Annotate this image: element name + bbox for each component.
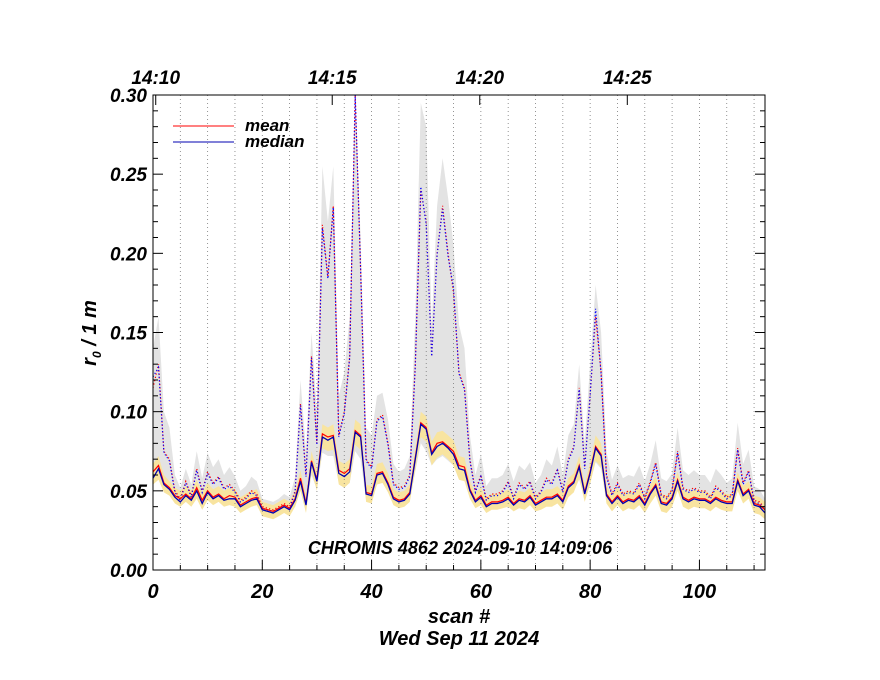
top-time-label: 14:15 bbox=[308, 68, 357, 89]
solid-series-layer bbox=[152, 421, 766, 514]
x-tick-label: 100 bbox=[683, 581, 716, 603]
y-tick-label: 0.15 bbox=[110, 324, 147, 345]
x-tick-labels: 0 20 40 60 80 100 bbox=[147, 581, 716, 603]
dotted-mean-line bbox=[152, 94, 766, 511]
y-tick-labels: 0.00 0.05 0.10 0.15 0.20 0.25 0.30 bbox=[110, 86, 147, 582]
grey-range-band-layer bbox=[153, 95, 765, 517]
x-tick-label: 80 bbox=[579, 581, 601, 603]
x-axis-date-label: Wed Sep 11 2024 bbox=[379, 628, 539, 650]
grey-range-band bbox=[153, 95, 765, 517]
y-axis-label-main: r bbox=[79, 357, 101, 366]
y-tick-label: 0.05 bbox=[110, 482, 147, 503]
mean-line bbox=[152, 421, 766, 513]
y-tick-label: 0.00 bbox=[110, 561, 147, 582]
x-tick-label: 0 bbox=[147, 581, 158, 603]
y-tick-label: 0.30 bbox=[110, 86, 147, 107]
legend: mean median bbox=[173, 116, 305, 151]
chart-annotation: CHROMIS 4862 2024-09-10 14:09:06 bbox=[308, 538, 613, 558]
y-axis-label: r0 / 1 m bbox=[79, 300, 104, 366]
y-tick-label: 0.25 bbox=[110, 165, 147, 186]
x-tick-label: 40 bbox=[359, 581, 382, 603]
x-axis-label: scan # bbox=[428, 606, 491, 628]
median-line bbox=[152, 423, 766, 514]
legend-mean-label: mean bbox=[245, 116, 289, 135]
y-tick-label: 0.10 bbox=[110, 403, 147, 424]
y-tick-label: 0.20 bbox=[110, 244, 147, 265]
x-tick-label: 60 bbox=[470, 581, 492, 603]
y-axis-label-rest: / 1 m bbox=[79, 300, 101, 351]
x-tick-label: 20 bbox=[250, 581, 273, 603]
dotted-series-layer bbox=[152, 94, 766, 513]
axis-ticks bbox=[152, 94, 765, 571]
y-axis-label-subscript: 0 bbox=[90, 351, 104, 358]
legend-median-label: median bbox=[245, 132, 305, 151]
top-time-label: 14:10 bbox=[131, 68, 180, 89]
top-time-label: 14:25 bbox=[603, 68, 652, 89]
top-time-label: 14:20 bbox=[455, 68, 504, 89]
top-time-labels: 14:10 14:15 14:20 14:25 bbox=[131, 68, 652, 89]
